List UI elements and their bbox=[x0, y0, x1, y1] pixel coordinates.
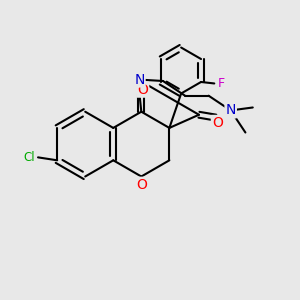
Text: N: N bbox=[134, 73, 145, 86]
Text: O: O bbox=[136, 178, 147, 192]
Text: Cl: Cl bbox=[23, 151, 35, 164]
Text: N: N bbox=[226, 103, 236, 117]
Text: F: F bbox=[218, 77, 225, 90]
Text: O: O bbox=[212, 116, 223, 130]
Text: O: O bbox=[137, 82, 148, 97]
